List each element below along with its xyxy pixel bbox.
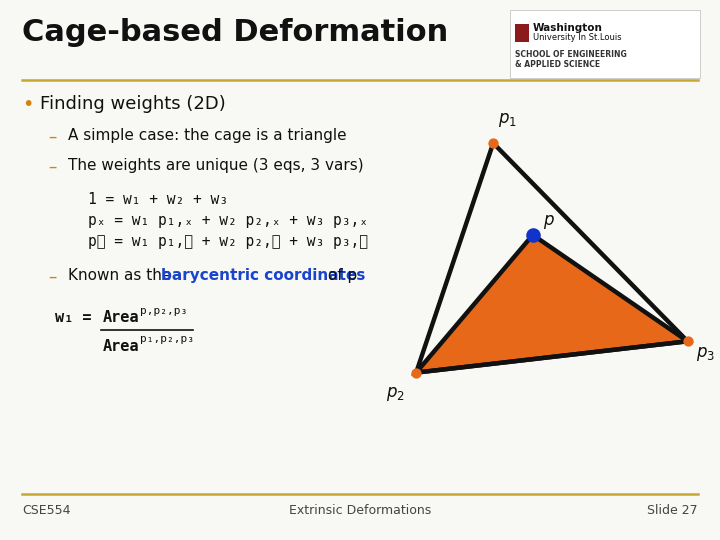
Text: $p$: $p$ <box>543 213 554 231</box>
Text: Area: Area <box>103 310 140 325</box>
Text: & APPLIED SCIENCE: & APPLIED SCIENCE <box>515 60 600 69</box>
Text: A simple case: the cage is a triangle: A simple case: the cage is a triangle <box>68 128 346 143</box>
Text: CSE554: CSE554 <box>22 504 71 517</box>
Polygon shape <box>416 235 688 373</box>
Text: –: – <box>48 128 56 146</box>
FancyBboxPatch shape <box>510 10 700 78</box>
Point <box>410 368 422 377</box>
Text: Extrinsic Deformations: Extrinsic Deformations <box>289 504 431 517</box>
Text: Known as the: Known as the <box>68 268 176 283</box>
Text: pᵧ = w₁ p₁,ᵧ + w₂ p₂,ᵧ + w₃ p₃,ᵧ: pᵧ = w₁ p₁,ᵧ + w₂ p₂,ᵧ + w₃ p₃,ᵧ <box>88 234 368 249</box>
Text: Washington: Washington <box>533 23 603 33</box>
Text: The weights are unique (3 eqs, 3 vars): The weights are unique (3 eqs, 3 vars) <box>68 158 364 173</box>
Text: barycentric coordinates: barycentric coordinates <box>161 268 365 283</box>
Text: SCHOOL OF ENGINEERING: SCHOOL OF ENGINEERING <box>515 50 626 59</box>
Text: Area: Area <box>103 339 140 354</box>
Text: p,p₂,p₃: p,p₂,p₃ <box>140 306 187 316</box>
Text: Slide 27: Slide 27 <box>647 504 698 517</box>
Text: w₁ =: w₁ = <box>55 310 91 325</box>
Point <box>487 139 499 147</box>
Text: •: • <box>22 95 33 114</box>
Text: 1 = w₁ + w₂ + w₃: 1 = w₁ + w₂ + w₃ <box>88 192 228 207</box>
Text: p₁,p₂,p₃: p₁,p₂,p₃ <box>140 334 194 344</box>
Text: $p_3$: $p_3$ <box>696 345 715 363</box>
Text: –: – <box>48 268 56 286</box>
FancyBboxPatch shape <box>515 24 529 42</box>
Text: pₓ = w₁ p₁,ₓ + w₂ p₂,ₓ + w₃ p₃,ₓ: pₓ = w₁ p₁,ₓ + w₂ p₂,ₓ + w₃ p₃,ₓ <box>88 213 368 228</box>
Text: of p: of p <box>323 268 357 283</box>
Point <box>527 231 539 239</box>
Text: –: – <box>48 158 56 176</box>
Text: $p_1$: $p_1$ <box>498 111 517 129</box>
Text: University In St.Louis: University In St.Louis <box>533 33 621 42</box>
Text: Cage-based Deformation: Cage-based Deformation <box>22 18 449 47</box>
Text: $p_2$: $p_2$ <box>386 384 405 403</box>
Point <box>682 337 693 346</box>
Text: Finding weights (2D): Finding weights (2D) <box>40 95 226 113</box>
